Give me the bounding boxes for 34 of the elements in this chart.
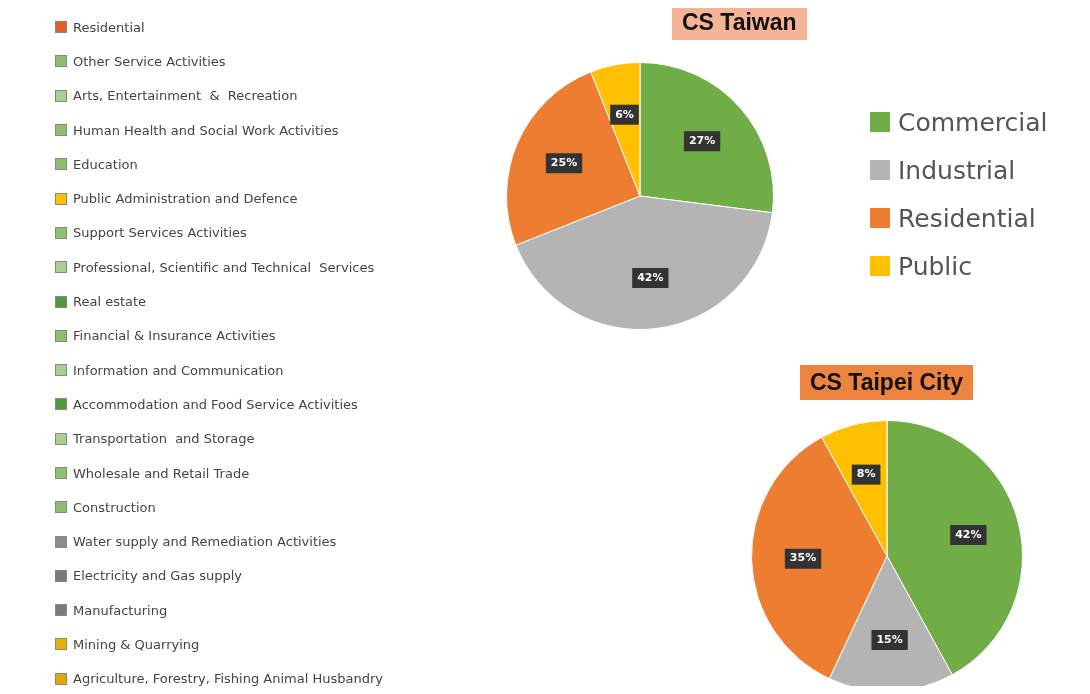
legend-label: Public: [898, 251, 972, 281]
text: Water supply and Remediation Activities: [73, 534, 337, 550]
data-label: 25%: [550, 155, 578, 169]
text: Construction: [73, 499, 156, 515]
text: Real estate: [73, 294, 147, 310]
text: Arts, Entertainment & Recreation: [73, 88, 298, 104]
text: Accommodation and Food Service Activities: [73, 396, 358, 412]
text: Support Services Activities: [73, 225, 247, 241]
data-label: 42%: [637, 270, 664, 284]
data-label: 27%: [688, 134, 716, 148]
text: Manufacturing: [73, 602, 168, 618]
data-label: 8%: [856, 467, 876, 481]
text: Information and Communication: [73, 362, 284, 378]
data-label: 6%: [615, 107, 634, 121]
data-label: 42%: [955, 527, 982, 541]
text: Human Health and Social Work Activities: [73, 122, 339, 138]
text: Other Service Activities: [73, 53, 226, 69]
text: Agriculture, Forestry, Fishing Animal Husbandry: [73, 671, 384, 687]
legend-label: Industrial: [898, 155, 1016, 185]
text: Public Administration and Defence: [73, 191, 298, 207]
text: Education: [73, 156, 138, 172]
text: Transportation and Storage: [73, 431, 255, 447]
text: Residential: [73, 19, 145, 35]
text: Electricity and Gas supply: [73, 568, 243, 584]
chart-title: CS Taiwan: [672, 5, 807, 40]
text: Professional, Scientific and Technical Services: [73, 259, 375, 275]
data-label: 35%: [789, 551, 817, 565]
data-label: 15%: [876, 632, 903, 646]
legend-label: Commercial: [898, 107, 1048, 137]
chart-title: CS Taipei City: [800, 365, 973, 400]
legend-label: Residential: [898, 203, 1036, 233]
text: Wholesale and Retail Trade: [73, 465, 250, 481]
text: Financial & Insurance Activities: [73, 328, 276, 344]
text: Mining & Quarrying: [73, 636, 200, 652]
